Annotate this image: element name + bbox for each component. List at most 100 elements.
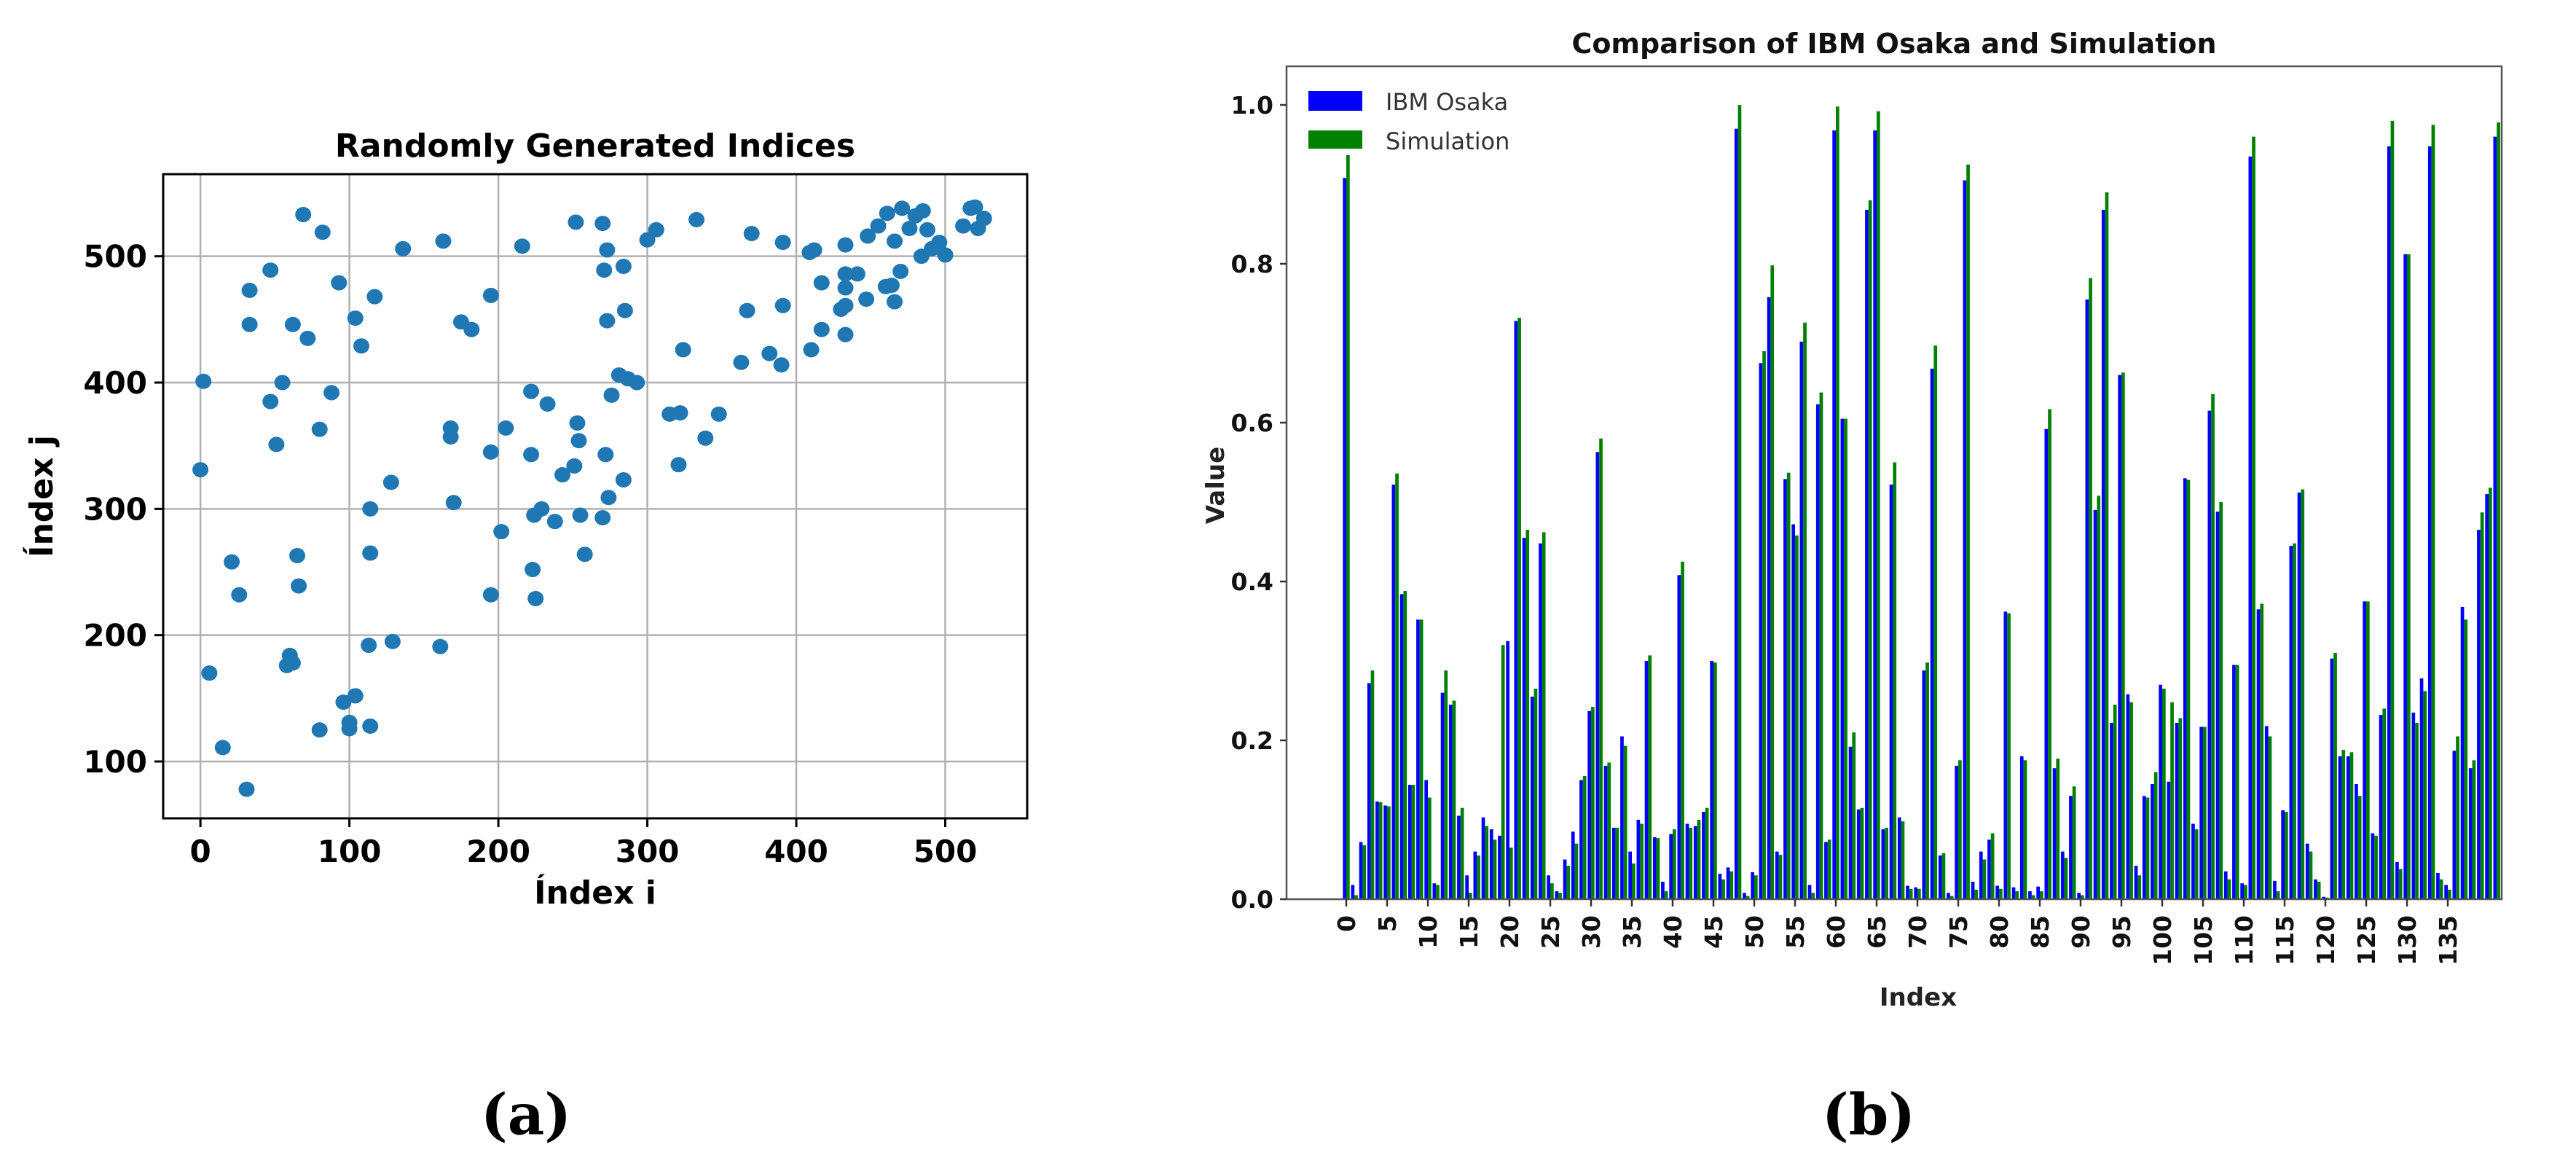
scatter-point xyxy=(773,357,790,373)
bar-ibm-osaka xyxy=(2387,146,2391,900)
scatter-x-tick-label: 400 xyxy=(764,834,828,869)
scatter-point xyxy=(482,444,499,460)
scatter-x-tick-label: 300 xyxy=(616,834,680,869)
scatter-point xyxy=(331,275,347,291)
scatter-grid xyxy=(163,174,1027,818)
scatter-y-tick-label: 400 xyxy=(83,365,147,401)
bar-ibm-osaka xyxy=(2159,684,2162,899)
bar-simulation xyxy=(1664,891,1668,899)
bar-simulation xyxy=(2439,879,2443,900)
bar-axes-frame xyxy=(1285,65,2503,901)
bar-ibm-osaka xyxy=(2142,796,2146,899)
bar-x-tick-label: 45 xyxy=(1700,915,1728,949)
scatter-point xyxy=(525,562,541,578)
bar-simulation xyxy=(1656,838,1660,899)
scatter-point xyxy=(597,447,614,463)
scatter-point xyxy=(914,203,931,219)
scatter-point xyxy=(362,718,379,734)
bar-ibm-osaka xyxy=(2477,530,2481,899)
bar-x-tick-label: 110 xyxy=(2230,915,2258,966)
bar-simulation xyxy=(1346,154,1350,899)
bar-ibm-osaka xyxy=(2003,611,2008,899)
bar-simulation xyxy=(1746,896,1750,899)
bar-simulation xyxy=(1697,820,1701,899)
scatter-y-tick-label: 500 xyxy=(83,239,147,275)
bar-x-tick-label: 5 xyxy=(1373,915,1402,932)
scatter-point xyxy=(849,266,865,282)
scatter-point xyxy=(569,415,586,431)
bar-simulation xyxy=(1673,829,1676,899)
scatter-point xyxy=(463,321,480,337)
bar-ibm-osaka xyxy=(1873,130,1877,899)
bar-ibm-osaka xyxy=(1391,485,1396,899)
bar-simulation xyxy=(2349,752,2354,899)
bar-simulation xyxy=(1534,689,1538,899)
bar-simulation xyxy=(2178,718,2183,899)
bar-ibm-osaka xyxy=(1971,882,1975,899)
bar-ibm-osaka xyxy=(2011,887,2016,899)
scatter-point xyxy=(901,221,918,237)
bar-ibm-osaka xyxy=(1506,641,1509,900)
bar-ibm-osaka xyxy=(1743,893,1746,899)
legend-label-ibm-osaka: IBM Osaka xyxy=(1386,88,1508,116)
scatter-point xyxy=(603,387,620,403)
bar-ibm-osaka xyxy=(1489,829,1493,899)
bar-simulation xyxy=(1525,530,1530,899)
scatter-y-tick-label: 200 xyxy=(83,618,147,654)
bar-simulation xyxy=(2390,120,2395,899)
scatter-point xyxy=(224,554,240,570)
bar-ibm-osaka xyxy=(1595,452,1600,899)
bar-simulation xyxy=(1885,827,1888,899)
bar-ibm-osaka xyxy=(1440,692,1445,899)
scatter-point xyxy=(445,495,462,511)
bar-simulation xyxy=(1681,561,1684,900)
bar-ibm-osaka xyxy=(1669,834,1673,899)
scatter-point xyxy=(576,547,593,563)
bar-ibm-osaka xyxy=(2411,712,2416,899)
scatter-point xyxy=(366,289,383,305)
bar-ibm-osaka xyxy=(1995,885,1999,899)
bar-simulation xyxy=(1550,883,1554,899)
scatter-point xyxy=(887,233,903,249)
bar-ibm-osaka xyxy=(1628,851,1632,899)
bar-simulation xyxy=(1754,875,1758,899)
scatter-point xyxy=(639,232,656,248)
bar-ibm-osaka xyxy=(1693,826,1697,899)
bar-simulation xyxy=(1607,762,1611,899)
bar-simulation xyxy=(1362,845,1367,899)
bar-simulation xyxy=(2398,869,2403,899)
bar-y-tick-label: 0.0 xyxy=(1231,885,1273,914)
bar-simulation xyxy=(2194,829,2199,899)
bar-ibm-osaka xyxy=(2085,299,2089,899)
scatter-point xyxy=(837,237,854,253)
bar-simulation xyxy=(2276,891,2280,899)
bar-simulation xyxy=(1648,655,1652,899)
bar-ibm-osaka xyxy=(1832,130,1836,899)
bar-simulation xyxy=(1770,265,1775,899)
bar-ibm-osaka xyxy=(1359,842,1363,899)
bar-ibm-osaka xyxy=(1767,297,1771,899)
scatter-point xyxy=(774,235,791,251)
bar-simulation xyxy=(2007,613,2011,899)
scatter-x-tick-label: 100 xyxy=(318,834,382,869)
bar-simulation xyxy=(1803,322,1807,899)
scatter-point xyxy=(931,235,948,251)
bar-simulation xyxy=(1941,853,1946,899)
bar-ibm-osaka xyxy=(2363,601,2366,900)
bar-simulation xyxy=(2170,702,2174,899)
scatter-point xyxy=(672,405,688,421)
bar-ibm-osaka xyxy=(1783,479,1787,899)
bar-ibm-osaka xyxy=(2436,873,2440,899)
scatter-point xyxy=(837,326,854,342)
bar-x-tick-label: 105 xyxy=(2189,915,2218,966)
bar-ibm-osaka xyxy=(2322,896,2325,899)
bar-ibm-osaka xyxy=(2452,751,2457,899)
bar-ibm-osaka xyxy=(2207,410,2212,899)
scatter-point xyxy=(813,321,830,337)
bar-ibm-osaka xyxy=(1922,670,1926,899)
bar-x-tick-label: 135 xyxy=(2434,915,2462,966)
bar-ibm-osaka xyxy=(1718,874,1722,899)
scatter-point xyxy=(599,242,616,258)
bar-simulation xyxy=(2089,278,2092,900)
bar-ibm-osaka xyxy=(1881,829,1885,899)
